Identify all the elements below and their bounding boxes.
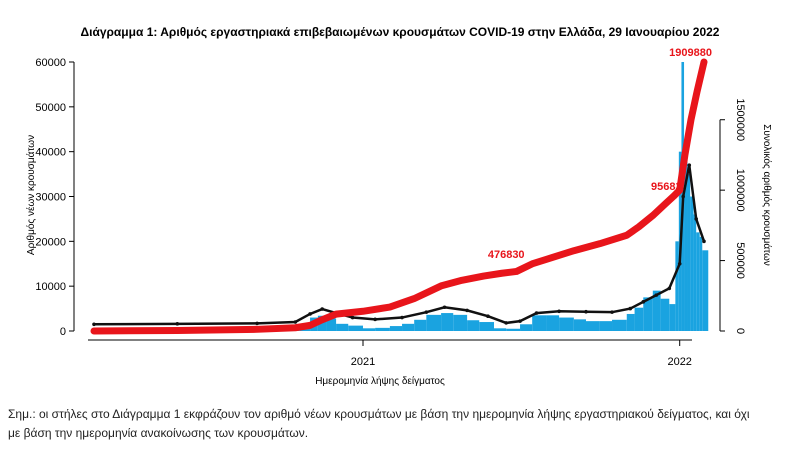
daily-cases-bar <box>326 318 337 331</box>
daily-cases-bar <box>696 232 700 331</box>
daily-cases-bars <box>97 62 709 331</box>
y-tick-label: 30000 <box>35 192 66 204</box>
footnote-line-2: με βάση την ημερομηνία ανακοίνωσης των κ… <box>8 426 309 440</box>
daily-cases-bar <box>573 319 586 331</box>
moving-average-point <box>442 305 447 310</box>
moving-average-point <box>373 317 377 322</box>
y2-tick-label: 500000 <box>734 242 746 279</box>
moving-average-point <box>687 163 692 167</box>
moving-average-point <box>293 320 298 324</box>
x-tick-label: 2022 <box>667 356 691 368</box>
daily-cases-bar <box>699 236 703 331</box>
x-axis-label: Ημερομηνία λήψης δείγματος <box>315 375 445 387</box>
daily-cases-bar <box>336 323 349 331</box>
moving-average-point <box>424 310 429 314</box>
daily-cases-bar <box>426 314 442 331</box>
moving-average-point <box>557 309 561 314</box>
cumulative-callout: 95683 <box>651 181 682 193</box>
daily-cases-bar <box>494 328 507 331</box>
daily-cases-bar <box>546 315 560 331</box>
cumulative-callout: 476830 <box>488 249 525 261</box>
y2-tick-label: 1500000 <box>734 98 746 141</box>
moving-average-point <box>518 319 522 323</box>
daily-cases-bar <box>634 307 644 331</box>
cumulative-line <box>90 58 708 335</box>
moving-average-point <box>584 309 588 314</box>
daily-cases-bar <box>652 290 661 331</box>
moving-average-point <box>486 314 490 319</box>
daily-cases-bar <box>702 250 709 331</box>
moving-average-point <box>702 239 706 244</box>
daily-cases-bar <box>520 324 533 331</box>
moving-average-point <box>92 322 96 327</box>
daily-cases-bar <box>687 174 691 331</box>
moving-average-point <box>677 261 682 266</box>
left-y-axis: 0 10000 20000 30000 40000 50000 60000 <box>35 57 75 338</box>
moving-average-point <box>654 293 659 297</box>
moving-average-point <box>320 307 325 311</box>
footnote-line-1: Σημ.: οι στήλες στο Διάγραμμα 1 εκφράζου… <box>8 407 750 421</box>
daily-cases-bar <box>660 298 670 331</box>
moving-average-point <box>400 315 404 320</box>
cumulative-callouts: 476830 95683 1909880 <box>488 47 712 261</box>
covid-cases-chart: Διάγραμμα 1: Αριθμός εργαστηριακά επιβεβ… <box>25 25 773 387</box>
daily-cases-bar <box>389 326 403 331</box>
x-axis: 2021 2022 <box>88 339 692 368</box>
daily-cases-bar <box>612 319 627 331</box>
moving-average-point <box>534 311 539 315</box>
daily-cases-bar <box>669 304 676 331</box>
cumulative-series <box>90 58 708 335</box>
daily-cases-bar <box>585 321 600 331</box>
y-tick-label: 20000 <box>35 236 66 248</box>
y-tick-label: 0 <box>60 326 66 338</box>
moving-average-point <box>504 321 508 325</box>
moving-average-point <box>465 308 469 313</box>
daily-cases-bar <box>532 315 547 331</box>
y-tick-label: 50000 <box>35 102 66 114</box>
moving-average-point <box>667 286 672 291</box>
daily-cases-bar <box>599 321 613 331</box>
y2-axis-label: Συνολικός αριθμός κρουσμάτων <box>761 124 773 266</box>
daily-cases-bar <box>675 241 679 331</box>
y-tick-label: 10000 <box>35 281 66 293</box>
moving-average-point <box>308 312 312 316</box>
moving-average-point <box>255 321 259 326</box>
daily-cases-bar <box>559 317 574 331</box>
y2-tick-label: 0 <box>734 328 746 334</box>
daily-cases-bar <box>693 214 697 331</box>
y-axis-label: Αριθμός νέων κρουσμάτων <box>25 135 37 255</box>
moving-average-point <box>175 322 180 326</box>
daily-cases-bar <box>348 325 363 331</box>
daily-cases-bar <box>402 323 415 331</box>
daily-cases-bar <box>643 297 653 331</box>
daily-cases-bar <box>441 313 454 331</box>
x-tick-label: 2021 <box>351 356 375 368</box>
daily-cases-bar <box>479 322 495 331</box>
moving-average-point <box>350 315 355 320</box>
daily-cases-bar <box>362 328 376 331</box>
moving-average-point <box>641 300 646 304</box>
moving-average-point <box>610 310 614 314</box>
daily-cases-bar <box>414 319 427 331</box>
daily-cases-bar <box>684 142 688 331</box>
y-tick-label: 40000 <box>35 147 66 159</box>
daily-cases-bar <box>453 314 468 331</box>
moving-average-series <box>92 163 706 327</box>
y-tick-label: 60000 <box>35 57 66 69</box>
chart-title: Διάγραμμα 1: Αριθμός εργαστηριακά επιβεβ… <box>81 25 720 39</box>
daily-cases-bar <box>506 328 521 331</box>
footnote: Σημ.: οι στήλες στο Διάγραμμα 1 εκφράζου… <box>8 405 793 443</box>
cumulative-callout: 1909880 <box>669 47 712 59</box>
y2-tick-label: 1000000 <box>734 169 746 212</box>
moving-average-point <box>681 194 685 199</box>
daily-cases-bar <box>626 313 635 331</box>
daily-cases-bar <box>690 196 694 331</box>
daily-cases-bar <box>467 320 480 331</box>
daily-cases-bar <box>375 327 390 331</box>
right-y-axis: 0 500000 1000000 1500000 <box>719 98 746 334</box>
moving-average-point <box>628 306 633 311</box>
moving-average-point <box>694 217 698 221</box>
